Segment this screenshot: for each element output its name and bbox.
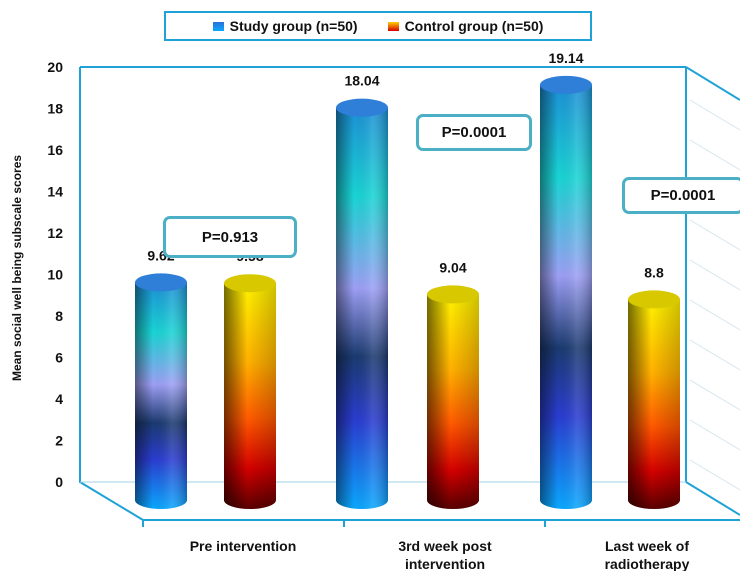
y-tick-label: 12 xyxy=(47,225,63,241)
bar-control-1 xyxy=(427,285,479,509)
right-wall-gridline xyxy=(689,259,740,291)
bar-shading xyxy=(628,299,680,509)
value-label-study-1: 18.04 xyxy=(344,73,379,89)
bars-layer xyxy=(135,75,680,510)
bar-study-0 xyxy=(135,273,187,509)
frame-right-bottom xyxy=(685,481,740,516)
bar-study-1 xyxy=(336,98,388,510)
bar-cap xyxy=(336,98,388,117)
y-tick-label: 14 xyxy=(47,184,63,200)
bar-cap xyxy=(540,75,592,94)
x-tick-label: 3rd week post xyxy=(398,538,492,554)
frame-left-floor xyxy=(79,67,740,521)
legend-item-study: Study group (n=50) xyxy=(212,18,358,34)
p-value-box-3rd-week: P=0.0001 xyxy=(416,114,532,151)
y-tick-label: 10 xyxy=(47,267,63,283)
bar-cap xyxy=(628,290,680,309)
right-wall-gridline xyxy=(689,419,740,451)
right-wall-gridline xyxy=(689,459,740,491)
frame-right-top xyxy=(685,66,740,101)
y-axis-title: Mean social well being subscale scores xyxy=(10,154,24,382)
x-tick-label: Last week of xyxy=(605,538,689,554)
y-tick-label: 2 xyxy=(55,433,63,449)
bar-cap xyxy=(135,273,187,292)
legend-swatch-control xyxy=(387,21,399,31)
bar-shading xyxy=(336,107,388,510)
right-wall-gridline xyxy=(689,339,740,371)
x-axis-labels: Pre intervention 3rd week post interventio… xyxy=(190,538,690,571)
legend: Study group (n=50) Control group (n=50) xyxy=(164,11,592,41)
x-tick-label: intervention xyxy=(405,556,485,571)
legend-swatch-study xyxy=(212,21,224,31)
legend-label-control: Control group (n=50) xyxy=(404,18,544,34)
y-tick-label: 4 xyxy=(55,391,63,407)
y-tick-label: 6 xyxy=(55,350,63,366)
bar-cap xyxy=(427,285,479,304)
value-label-control-2: 8.8 xyxy=(644,264,664,280)
y-tick-label: 18 xyxy=(47,101,63,117)
bar-control-2 xyxy=(628,290,680,509)
y-tick-label: 16 xyxy=(47,142,63,158)
bar-shading xyxy=(135,282,187,509)
right-wall-gridline xyxy=(689,219,740,251)
right-wall-gridline xyxy=(689,379,740,411)
right-wall-gridline xyxy=(689,139,740,171)
p-value-box-last-week: P=0.0001 xyxy=(622,177,740,214)
x-tick-label: Pre intervention xyxy=(190,538,297,554)
bar-shading xyxy=(224,283,276,509)
right-wall-gridline xyxy=(689,99,740,131)
y-tick-label: 8 xyxy=(55,308,63,324)
y-tick-label: 0 xyxy=(55,474,63,490)
bar-study-2 xyxy=(540,75,592,509)
bar-control-0 xyxy=(224,274,276,509)
value-label-study-2: 19.14 xyxy=(548,50,583,66)
y-tick-label: 20 xyxy=(47,59,63,75)
legend-label-study: Study group (n=50) xyxy=(229,18,358,34)
bar-shading xyxy=(540,84,592,509)
bar-shading xyxy=(427,294,479,509)
x-tick-label: radiotherapy xyxy=(605,556,690,571)
p-value-box-pre: P=0.913 xyxy=(163,216,297,258)
value-label-control-1: 9.04 xyxy=(439,259,466,275)
right-wall-gridline xyxy=(689,299,740,331)
bar-cap xyxy=(224,274,276,293)
legend-item-control: Control group (n=50) xyxy=(387,18,544,34)
y-axis-ticks: 0 2 4 6 8 10 12 14 16 18 20 xyxy=(47,59,63,490)
